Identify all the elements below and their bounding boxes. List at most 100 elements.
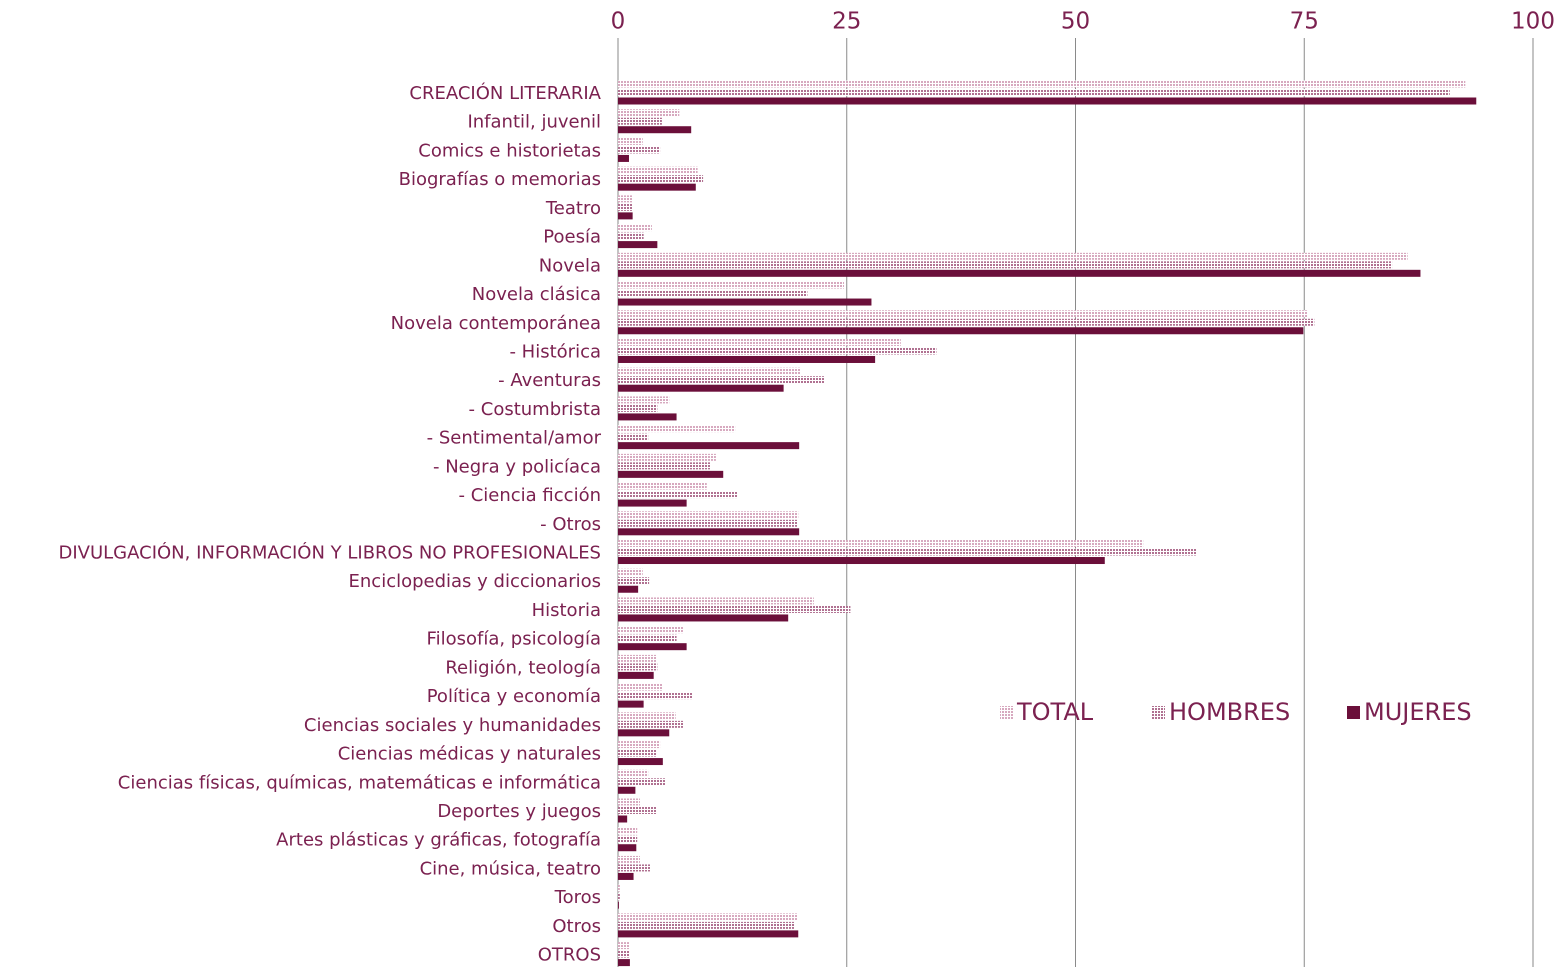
category-label: Historia — [532, 600, 601, 621]
bar — [618, 117, 662, 125]
category-label: Novela contemporánea — [391, 313, 601, 334]
category-label: Política y economía — [427, 686, 601, 707]
bar — [618, 930, 799, 938]
bar — [618, 827, 638, 835]
x-tick-label: 25 — [832, 9, 861, 35]
bar — [618, 442, 800, 450]
bar — [618, 396, 670, 404]
bar — [618, 491, 738, 499]
bar — [618, 453, 716, 461]
category-label: Deportes y juegos — [437, 801, 601, 822]
bar — [618, 864, 651, 872]
bar — [618, 720, 684, 728]
bar — [618, 97, 1477, 105]
bar — [618, 835, 638, 843]
bar — [618, 413, 677, 421]
category-label: Ciencias médicas y naturales — [338, 744, 601, 765]
bar — [618, 433, 649, 441]
category-label: Biografías o memorias — [399, 169, 601, 190]
bar — [618, 367, 801, 375]
bar — [618, 700, 644, 708]
bar — [618, 643, 687, 651]
category-label: - Costumbrista — [469, 399, 601, 420]
bar — [618, 384, 784, 392]
category-label: Artes plásticas y gráficas, fotografía — [276, 830, 601, 851]
bar — [618, 166, 698, 174]
bar — [618, 597, 814, 605]
legend-swatch — [1152, 706, 1165, 719]
legend-label: HOMBRES — [1169, 698, 1290, 726]
category-label: Ciencias sociales y humanidades — [304, 715, 601, 736]
bar — [618, 786, 636, 794]
bar — [618, 183, 696, 191]
bar — [618, 654, 657, 662]
bar — [618, 154, 629, 162]
bar — [618, 462, 711, 470]
x-tick-label: 75 — [1290, 9, 1319, 35]
bar — [618, 175, 704, 183]
bar — [618, 290, 808, 298]
bar — [618, 252, 1408, 260]
bar — [618, 269, 1421, 277]
category-label: - Aventuras — [498, 370, 601, 391]
bar — [618, 807, 657, 814]
bar — [618, 683, 663, 691]
bar — [618, 692, 693, 700]
bar — [618, 758, 663, 766]
bar — [618, 126, 692, 134]
bar — [618, 347, 937, 355]
bar — [618, 232, 644, 240]
category-label: Novela — [539, 255, 601, 276]
bar — [618, 80, 1466, 88]
bar — [618, 872, 634, 880]
bar — [618, 499, 687, 507]
category-label: - Otros — [540, 514, 601, 535]
bar — [618, 959, 630, 967]
bar — [618, 109, 680, 117]
bar — [618, 540, 1144, 548]
bar — [618, 528, 800, 536]
x-tick-label: 100 — [1511, 9, 1555, 35]
legend-label: TOTAL — [1016, 698, 1094, 726]
bar — [618, 281, 845, 289]
bar — [618, 913, 798, 921]
category-label: Poesía — [543, 227, 601, 248]
bar — [618, 663, 658, 671]
bar — [618, 901, 619, 909]
category-label: Religión, teología — [445, 657, 601, 678]
bar — [618, 376, 825, 384]
bar — [618, 921, 795, 929]
bar — [618, 137, 643, 145]
bar — [618, 749, 657, 757]
category-label: - Histórica — [509, 341, 601, 362]
category-label: Toros — [554, 887, 601, 908]
category-label: Otros — [552, 916, 601, 937]
bar — [618, 950, 630, 958]
bar — [618, 626, 683, 634]
category-label: OTROS — [538, 945, 601, 966]
bar — [618, 557, 1105, 565]
x-tick-label: 0 — [611, 9, 626, 35]
bar — [618, 712, 676, 720]
bar — [618, 634, 677, 642]
bar — [618, 195, 633, 203]
bar — [618, 261, 1393, 269]
legend-label: MUJERES — [1364, 698, 1472, 726]
bar — [618, 482, 707, 490]
category-label: - Negra y policíaca — [433, 456, 601, 477]
bar — [618, 310, 1308, 318]
bar — [618, 338, 901, 346]
category-label: Novela clásica — [472, 284, 601, 305]
bar — [618, 605, 851, 613]
bar — [618, 511, 799, 519]
bar — [618, 568, 643, 576]
bar — [618, 778, 666, 786]
bar — [618, 741, 661, 749]
bar — [618, 224, 652, 232]
bar — [618, 212, 633, 220]
bar — [618, 585, 639, 593]
bar — [618, 470, 724, 478]
bar — [618, 89, 1450, 96]
category-label: Cine, música, teatro — [420, 858, 601, 879]
bar — [618, 614, 789, 622]
